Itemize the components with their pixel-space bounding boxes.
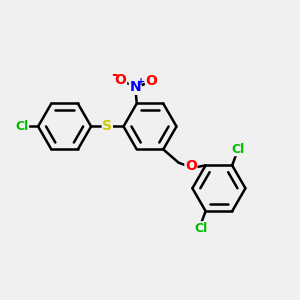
Text: O: O	[185, 159, 197, 173]
Text: O: O	[115, 73, 127, 87]
Text: N: N	[130, 80, 141, 94]
Text: +: +	[136, 77, 145, 87]
Text: S: S	[102, 119, 112, 134]
Text: Cl: Cl	[231, 142, 245, 156]
Text: -: -	[112, 67, 118, 82]
Text: O: O	[146, 74, 158, 88]
Text: Cl: Cl	[15, 120, 28, 133]
Text: Cl: Cl	[195, 222, 208, 235]
